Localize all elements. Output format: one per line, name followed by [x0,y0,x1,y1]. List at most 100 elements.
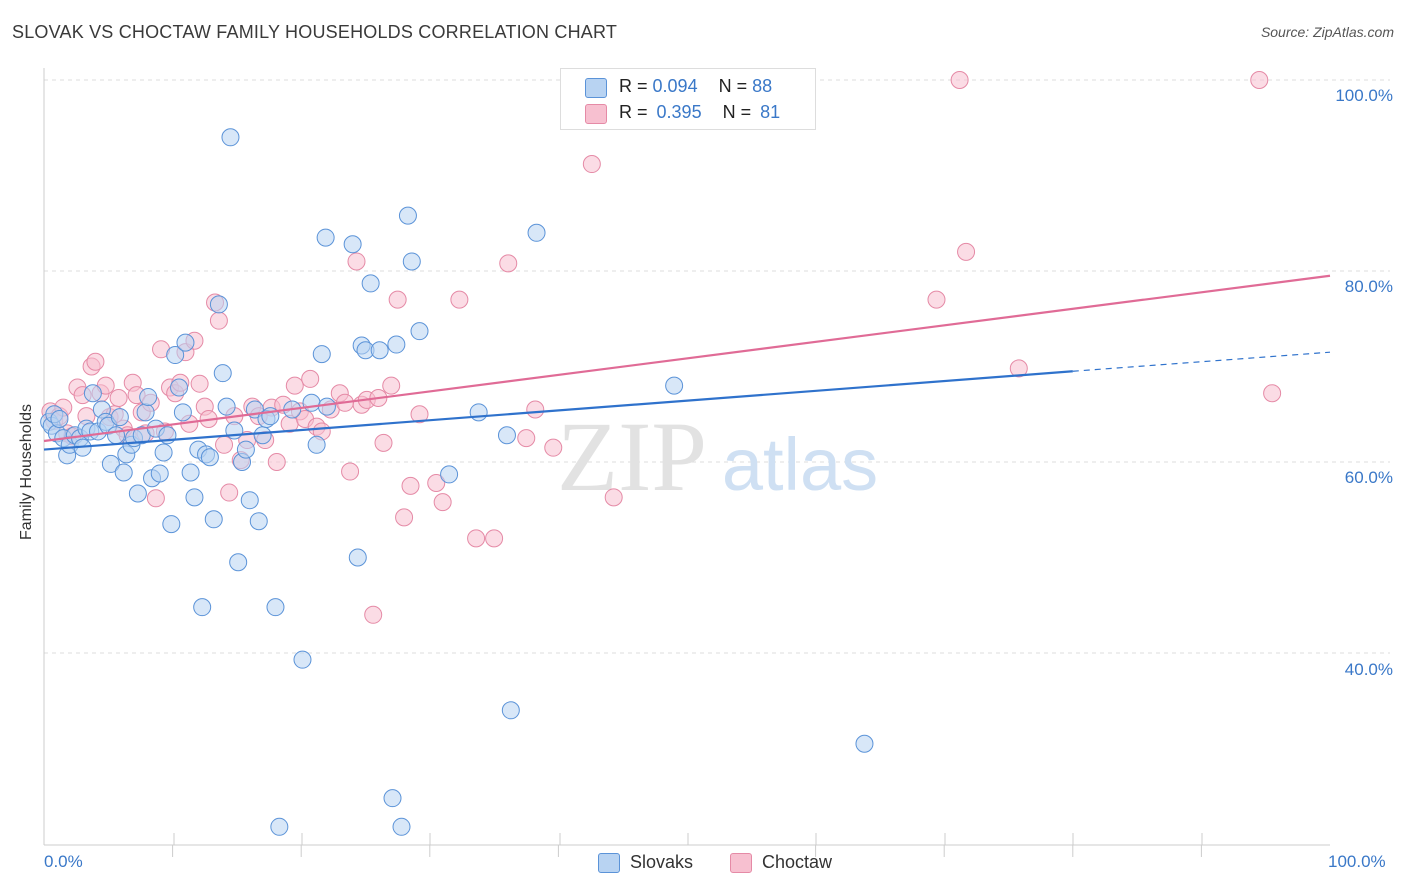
n-label: N = [718,76,748,96]
slovaks-point [469,403,488,422]
trend-lines [43,274,1331,451]
choctaw-point [285,376,304,395]
y-tick-label-40: 40.0% [1344,660,1393,679]
slovaks-point [343,235,362,254]
choctaw-legend-label: Choctaw [762,852,833,872]
choctaw-point [582,155,601,174]
choctaw-point [517,429,536,448]
slovaks-legend-swatch [598,853,620,873]
slovaks-point [370,341,389,360]
slovaks-point [855,734,874,753]
gridlines [44,79,1390,654]
choctaw-point [220,483,239,502]
choctaw-point [395,508,414,527]
choctaw-point [190,374,209,393]
slovaks-point [348,548,367,567]
slovaks-point [101,454,120,473]
chart-title: SLOVAK VS CHOCTAW FAMILY HOUSEHOLDS CORR… [12,22,618,42]
choctaw-point [209,311,228,330]
choctaw-point [109,389,128,408]
slovaks-point [176,333,195,352]
slovaks-point [136,403,155,422]
n-value-slovaks: 88 [752,76,773,96]
choctaw-point [950,71,969,89]
choctaw-point [267,453,286,471]
slovaks-point [236,440,255,459]
slovaks-point [166,346,185,365]
slovaks-point [527,223,546,242]
choctaw-point [341,462,360,481]
n-label: N = [722,102,752,122]
choctaw-point [382,376,401,395]
choctaw-point [86,352,105,371]
choctaw-point [604,488,623,507]
choctaw-point [1250,71,1269,89]
slovaks-point [193,598,212,617]
choctaw-point [526,400,545,419]
choctaw-point [467,529,486,548]
slovaks-point [217,397,236,416]
slovaks-point [383,789,402,808]
slovaks-point [270,817,289,836]
slovaks-point [213,364,232,383]
x-tick-label-min: 0.0% [44,852,83,871]
slovaks-point [497,426,516,445]
slovaks-point [150,464,169,483]
x-tick-label-max: 100.0% [1328,852,1386,871]
slovaks-trend-extension [1072,351,1331,372]
r-label: R = [619,76,648,96]
slovaks-point [501,701,520,720]
slovaks-legend-label: Slovaks [630,852,694,872]
choctaw-point [410,405,429,424]
source-label: Source: ZipAtlas.com [1260,24,1394,40]
choctaw-point [1263,384,1282,403]
y-tick-label-100: 100.0% [1335,86,1393,105]
slovaks-point [229,553,248,572]
choctaw-point [388,290,407,309]
slovaks-point [317,397,336,416]
watermark-zip: ZIP [557,401,707,512]
n-value-choctaw: 81 [760,102,781,122]
slovaks-point [185,488,204,507]
correlation-legend: R = 0.094 N = 88 R = 0.395 N = 81 [560,68,816,130]
slovaks-point [402,252,421,271]
r-label: R = [619,102,648,122]
slovaks-point [139,388,158,407]
slovaks-point [50,410,69,429]
choctaw-point [427,474,446,493]
choctaw-point [146,489,165,508]
choctaw-point [433,493,452,512]
slovaks-point [173,403,192,422]
slovaks-trend-line [43,370,1073,451]
slovaks-point [249,512,268,531]
watermark-atlas: atlas [722,423,878,506]
choctaw-point [1009,359,1028,378]
slovaks-point [440,465,459,484]
y-tick-label-60: 60.0% [1344,468,1393,487]
slovaks-point [154,443,173,462]
choctaw-point [927,290,946,309]
slovaks-point [361,274,380,293]
slovaks-point [240,491,259,510]
choctaw-point [401,476,420,495]
slovaks-point [114,463,133,482]
choctaw-point [215,435,234,454]
slovaks-point [665,376,684,395]
axes [43,68,1330,857]
slovaks-point [200,448,219,467]
slovaks-point [204,510,223,529]
r-value-slovaks: 0.094 [652,76,698,96]
slovaks-point [392,817,411,836]
slovaks-point [316,228,335,247]
slovaks-point [398,206,417,225]
slovaks-point [128,484,147,503]
choctaw-point [957,242,976,261]
choctaw-point [301,369,320,388]
watermark: ZIP atlas [557,401,878,512]
y-tick-label-80: 80.0% [1344,277,1393,296]
choctaw-legend-swatch [730,853,752,873]
slovaks-point [107,426,126,445]
choctaw-point [544,438,563,457]
choctaw-swatch [585,104,607,124]
